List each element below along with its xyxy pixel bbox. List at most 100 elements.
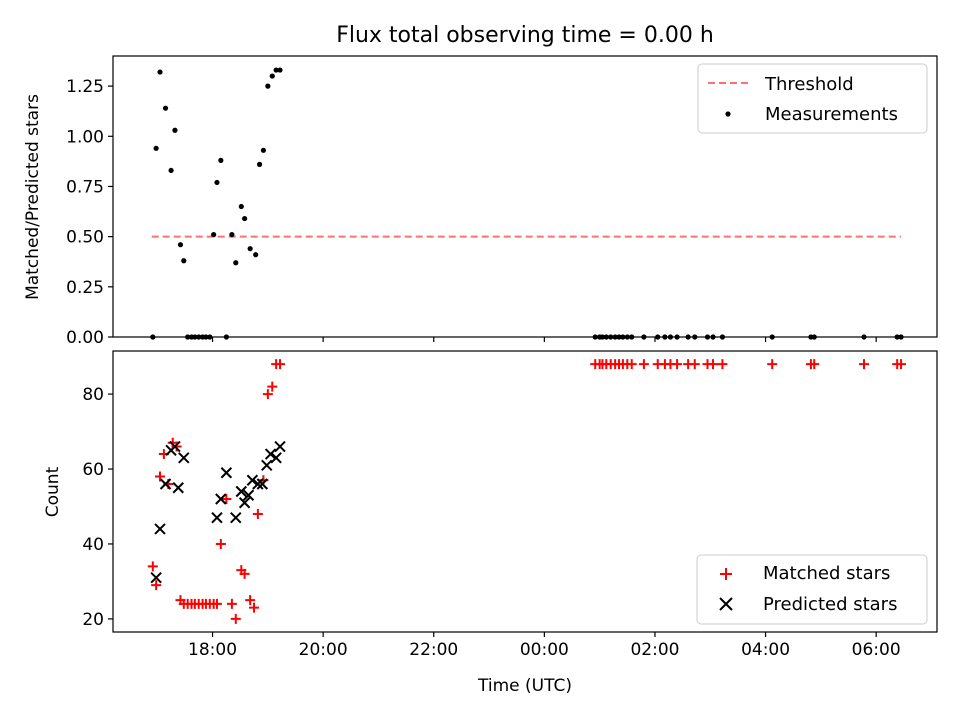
count-panel: Count Time (UTC) 20 40 60 80 18:00 20:00 22:00… — [43, 350, 938, 696]
matched-star-point — [672, 359, 683, 370]
measurement-point — [233, 260, 239, 266]
measurement-point — [269, 73, 275, 79]
x-tick-label: 22:00 — [409, 640, 458, 660]
measurement-point — [260, 147, 267, 153]
legend-threshold-label: Threshold — [764, 74, 854, 95]
measurement-point — [229, 232, 235, 238]
top-y-tick-label: 0.75 — [66, 177, 104, 197]
matched-star-point — [275, 359, 286, 370]
bottom-y-axis-label: Count — [43, 466, 63, 517]
matched-star-point — [171, 441, 182, 452]
matched-star-point — [262, 389, 273, 400]
x-axis-label: Time (UTC) — [477, 676, 572, 696]
matched-star-point — [215, 538, 226, 549]
predicted-star-point — [246, 474, 259, 486]
x-tick-label: 00:00 — [520, 640, 569, 660]
measurement-point — [265, 83, 271, 89]
top-legend: Threshold Measurements — [697, 63, 928, 134]
matched-star-point — [155, 471, 166, 482]
matched-star-point — [767, 359, 778, 370]
predicted-star-point — [270, 452, 282, 464]
measurement-point — [242, 215, 248, 222]
predicted-star-point — [230, 512, 242, 524]
top-y-tick-label: 1.00 — [66, 127, 104, 147]
matched-star-point — [245, 595, 256, 606]
matched-star-point — [267, 381, 278, 392]
top-plot-area: 0.00 0.25 0.50 0.75 1.00 1.25 — [66, 67, 904, 348]
top-y-axis-label: Matched/Predicted stars — [23, 94, 43, 300]
matched-star-point — [230, 613, 241, 624]
top-y-tick-label: 0.00 — [66, 328, 104, 348]
predicted-star-point — [261, 459, 273, 471]
legend-predicted-swatch — [719, 597, 733, 611]
chart-title: Flux total observing time = 0.00 h — [336, 23, 714, 48]
predicted-star-point — [256, 478, 269, 490]
measurement-point — [218, 157, 224, 163]
predicted-star-point — [252, 478, 264, 490]
predicted-star-point — [154, 523, 166, 535]
legend-measurements-swatch — [725, 111, 731, 117]
measurement-point — [253, 252, 259, 258]
predicted-star-point — [242, 489, 255, 501]
predicted-star-point — [215, 493, 227, 505]
predicted-star-point — [169, 440, 181, 453]
predicted-star-point — [150, 571, 162, 584]
ratio-panel: Flux total observing time = 0.00 h Match… — [23, 23, 938, 348]
top-legend-box — [697, 63, 928, 134]
matched-star-point — [638, 359, 649, 370]
matched-star-point — [221, 493, 232, 504]
matched-star-point — [226, 598, 237, 609]
bottom-plot-area: 20 40 60 80 18:00 20:00 22:00 00:00 02:00 04:00 06… — [82, 359, 907, 660]
matched-star-point — [809, 359, 820, 370]
predicted-star-point — [211, 512, 223, 524]
predicted-star-point — [220, 467, 233, 479]
predicted-star-point — [235, 485, 248, 498]
predicted-star-point — [178, 452, 190, 464]
matched-star-point — [147, 561, 158, 572]
measurement-point — [273, 67, 279, 73]
legend-predicted-label: Predicted stars — [763, 594, 897, 615]
measurement-point — [168, 167, 174, 174]
measurement-point — [211, 232, 217, 238]
legend-matched-label: Matched stars — [763, 563, 890, 584]
measurement-point — [247, 246, 253, 252]
measurement-point — [238, 203, 244, 210]
x-tick-label: 06:00 — [852, 640, 901, 660]
legend-measurements-label: Measurements — [765, 104, 898, 125]
top-axes-frame — [112, 55, 938, 338]
matched-star-point — [239, 568, 250, 579]
predicted-star-point — [159, 478, 172, 490]
predicted-star-point — [264, 448, 277, 460]
predicted-star-point — [238, 497, 251, 509]
measurement-point — [256, 161, 263, 167]
x-tick-label: 20:00 — [299, 640, 348, 660]
x-tick-label: 04:00 — [741, 640, 790, 660]
legend-matched-swatch — [720, 568, 732, 580]
matched-star-point — [626, 359, 637, 370]
matched-star-point — [252, 508, 263, 519]
bottom-y-tick-label: 60 — [82, 460, 104, 480]
x-tick-label: 02:00 — [630, 640, 679, 660]
top-y-tick-label: 1.25 — [66, 77, 104, 97]
bottom-legend-box — [696, 554, 928, 625]
matched-star-point — [896, 359, 907, 370]
measurement-point — [177, 242, 184, 248]
top-y-tick-label: 0.25 — [66, 278, 104, 298]
measurement-point — [162, 105, 169, 111]
bottom-y-tick-label: 40 — [82, 535, 104, 555]
predicted-star-point — [172, 482, 184, 494]
bottom-axes-frame — [112, 350, 938, 633]
measurement-point — [153, 145, 159, 151]
bottom-y-tick-label: 80 — [82, 385, 104, 405]
matched-star-point — [689, 359, 700, 370]
matched-star-point — [151, 580, 162, 591]
matched-star-point — [859, 359, 870, 370]
matched-star-point — [211, 598, 222, 609]
measurement-point — [157, 69, 163, 75]
measurement-point — [214, 179, 220, 186]
x-tick-label: 18:00 — [188, 640, 237, 660]
measurement-point — [181, 258, 187, 264]
bottom-y-tick-label: 20 — [82, 610, 104, 630]
matched-star-point — [717, 359, 728, 370]
